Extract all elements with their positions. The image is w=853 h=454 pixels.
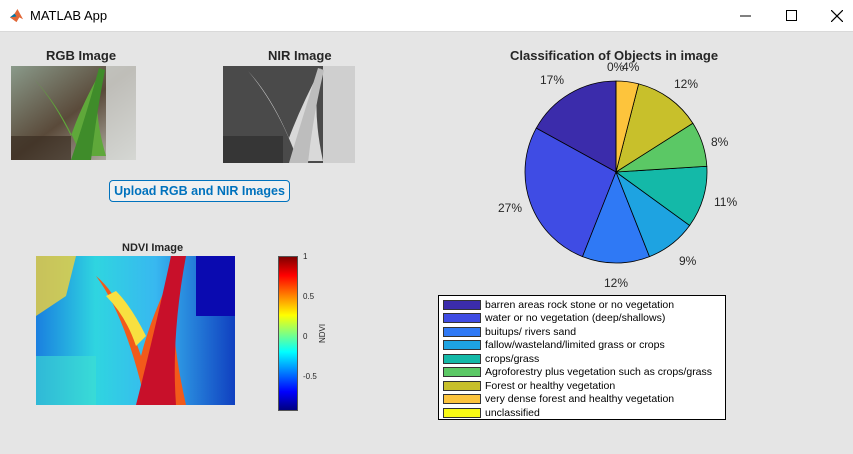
legend-swatch [443, 380, 481, 391]
legend-item: very dense forest and healthy vegetation [443, 393, 674, 406]
legend-label: very dense forest and healthy vegetation [485, 393, 675, 405]
legend-item: buitups/ rivers sand [443, 325, 576, 338]
nir-image-title: NIR Image [268, 48, 332, 63]
minimize-button[interactable] [722, 0, 768, 31]
legend-item: Forest or healthy vegetation [443, 379, 615, 392]
legend-swatch [443, 313, 481, 323]
legend-item: Agroforestry plus vegetation such as cro… [443, 366, 712, 379]
colorbar-tick-neg0.5: -0.5 [303, 372, 317, 381]
nir-image [223, 66, 355, 163]
colorbar-label: NDVI [318, 323, 327, 343]
legend-swatch [443, 299, 481, 310]
upload-images-button[interactable]: Upload RGB and NIR Images [109, 180, 290, 202]
legend-label: unclassified [485, 406, 540, 419]
rgb-image [11, 66, 136, 160]
matlab-logo-icon [9, 8, 24, 23]
pie-label-unclassified: 0% [607, 60, 625, 74]
pie-slice-barren [535, 80, 617, 173]
pie-label-water: 27% [498, 201, 523, 215]
maximize-button[interactable] [768, 0, 814, 31]
pie-slice-forest [615, 83, 694, 173]
legend-item: unclassified [443, 406, 540, 419]
close-icon [831, 9, 843, 22]
legend-swatch [443, 340, 481, 350]
legend-label: buitups/ rivers sand [485, 325, 577, 338]
legend-swatch [443, 326, 481, 337]
rgb-image-title: RGB Image [46, 48, 117, 63]
legend-swatch [443, 407, 481, 418]
pie-label-fallow: 9% [679, 254, 697, 268]
legend-label: barren areas rock stone or no vegetation [485, 298, 675, 311]
window-title: MATLAB App [30, 8, 108, 23]
window-titlebar: MATLAB App [0, 0, 853, 32]
pie-slice-agroforestry [615, 122, 708, 173]
pie-slice-fallow [615, 170, 691, 258]
legend-swatch [443, 394, 481, 404]
pie-label-agroforestry: 8% [711, 135, 729, 149]
pie-slice-crops [614, 165, 708, 227]
ndvi-colorbar [278, 256, 298, 411]
pie-label-builtups: 12% [604, 276, 629, 290]
ndvi-image-title: NDVI Image [122, 242, 184, 254]
pie-slice-water [524, 127, 617, 258]
legend-item: fallow/wasteland/limited grass or crops [443, 339, 665, 352]
pie-slice-dense-forest [615, 80, 640, 173]
legend-item: water or no vegetation (deep/shallows) [443, 312, 665, 325]
pie-chart-title: Classification of Objects in image [510, 48, 719, 63]
legend-label: crops/grass [485, 352, 540, 365]
pie-label-crops: 11% [714, 195, 738, 209]
legend-swatch [443, 353, 481, 364]
pie-legend: barren areas rock stone or no vegetation… [438, 295, 726, 420]
colorbar-tick-0: 0 [303, 332, 308, 341]
maximize-icon [785, 10, 797, 21]
legend-item: crops/grass [443, 352, 539, 365]
colorbar-tick-0.5: 0.5 [303, 292, 315, 301]
close-button[interactable] [814, 0, 853, 31]
legend-label: Forest or healthy vegetation [485, 379, 616, 392]
pie-slice-builtups [581, 170, 651, 264]
legend-label: Agroforestry plus vegetation such as cro… [485, 366, 713, 378]
pie-label-forest: 12% [674, 77, 699, 91]
legend-item: barren areas rock stone or no vegetation [443, 298, 674, 311]
legend-swatch [443, 367, 481, 377]
colorbar-tick-1: 1 [303, 252, 308, 261]
legend-label: fallow/wasteland/limited grass or crops [485, 339, 665, 351]
ndvi-image [36, 256, 235, 405]
minimize-icon [739, 15, 751, 17]
legend-label: water or no vegetation (deep/shallows) [485, 312, 666, 324]
pie-label-barren: 17% [540, 73, 565, 87]
pie-label-dense-forest: 4% [622, 60, 640, 74]
